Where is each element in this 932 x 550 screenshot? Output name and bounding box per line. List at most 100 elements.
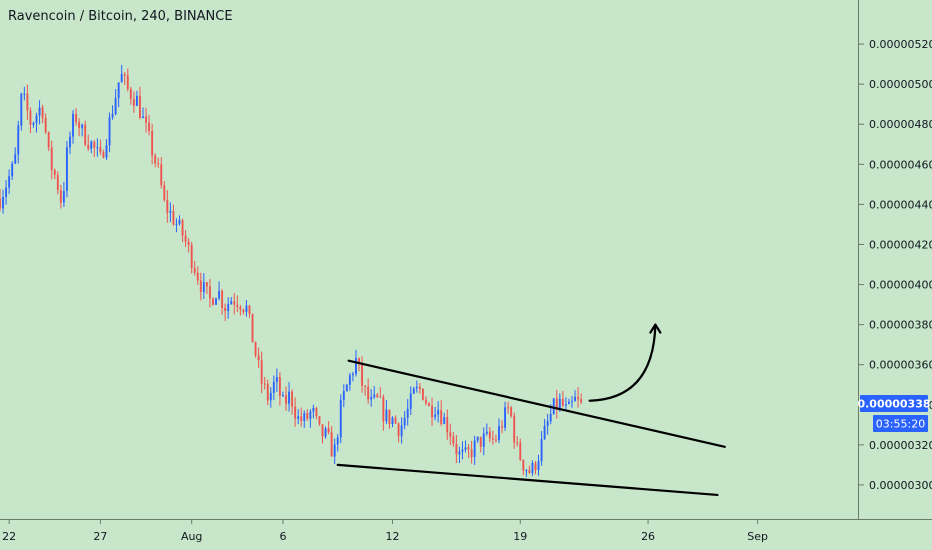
candle-body [303, 413, 306, 421]
countdown-value: 03:55:20 [876, 418, 925, 431]
time-tick-label: 22 [2, 530, 16, 543]
candle-body [190, 244, 193, 268]
candle-body [35, 115, 38, 124]
candle-body [324, 428, 327, 437]
price-tick-label: 0.00000520 [869, 38, 932, 51]
candle-body [199, 280, 202, 293]
price-tick-label: 0.00000300 [869, 479, 932, 492]
candles [0, 64, 583, 477]
candle-body [364, 385, 367, 387]
candle-body [485, 431, 488, 434]
candle-body [29, 110, 32, 125]
candle-body [181, 220, 184, 236]
candle-body [498, 426, 500, 441]
candle-body [193, 267, 196, 273]
candle-body [187, 241, 190, 245]
candle-body [38, 107, 41, 116]
candle-body [157, 163, 160, 165]
candle-body [169, 211, 172, 213]
time-axis[interactable]: 22 27 Aug 6 12 19 26 Sep [2, 519, 768, 543]
price-tick-label: 0.00000420 [869, 238, 932, 251]
candle-body [224, 307, 227, 312]
candle-body [339, 399, 342, 438]
candle-body [75, 113, 78, 123]
candle-body [120, 74, 123, 83]
candle-body [129, 88, 132, 100]
arrow-curve[interactable] [588, 323, 657, 402]
candle-body [248, 305, 251, 314]
candle-body [242, 309, 245, 312]
candle-body [126, 75, 129, 89]
candle-body [443, 417, 446, 424]
trendline[interactable] [347, 359, 726, 448]
candle-body [394, 417, 397, 424]
candle-body [491, 438, 494, 440]
candle-body [333, 444, 336, 457]
candle-body [425, 399, 427, 404]
price-tick-label: 0.00000400 [869, 279, 932, 292]
candle-body [388, 409, 391, 425]
candle-body [99, 147, 102, 153]
candle-body [418, 386, 421, 389]
candle-body [315, 408, 318, 417]
candle-body [2, 197, 4, 209]
candle-body [263, 383, 266, 385]
candle-body [467, 447, 470, 450]
candle-body [178, 220, 181, 224]
candle-body [81, 124, 84, 129]
candle-body [355, 358, 357, 375]
candle-body [449, 432, 452, 437]
candle-body [163, 185, 166, 200]
time-tick-label: 6 [279, 530, 286, 543]
candle-body [513, 415, 516, 443]
candle-body [373, 394, 376, 398]
current-price-tag [860, 395, 928, 412]
candle-body [275, 377, 278, 382]
candle-body [568, 401, 570, 405]
candle-body [205, 282, 208, 287]
candle-body [488, 431, 491, 439]
time-tick-label: Aug [181, 530, 202, 543]
candle-body [519, 442, 522, 460]
time-tick-label: 12 [385, 530, 399, 543]
candle-body [342, 391, 345, 400]
price-tick-label: 0.00000320 [869, 439, 932, 452]
candle-body [564, 404, 567, 406]
candle-body [531, 463, 534, 473]
candle-body [288, 391, 290, 404]
candle-body [452, 436, 455, 444]
candle-body [537, 460, 540, 470]
candle-body [105, 145, 108, 158]
candle-body [455, 443, 458, 455]
candle-body [446, 417, 449, 433]
candle-body [546, 421, 549, 426]
candle-body [400, 425, 403, 437]
candle-body [285, 395, 287, 404]
time-tick-label: 19 [513, 530, 527, 543]
candle-body [230, 301, 233, 305]
candle-body [239, 307, 242, 310]
candle-body [148, 122, 151, 132]
candle-body [431, 405, 433, 418]
candle-body [251, 313, 254, 343]
candle-body [175, 223, 178, 225]
candle-body [382, 397, 385, 422]
candle-body [132, 99, 135, 106]
candle-body [345, 384, 348, 392]
candle-body [507, 407, 510, 409]
candle-body [50, 147, 53, 171]
candle-body [482, 433, 485, 447]
candle-body [458, 451, 461, 455]
candle-body [434, 414, 437, 418]
trendline[interactable] [336, 463, 719, 497]
candle-body [297, 416, 300, 419]
candle-body [254, 342, 257, 356]
candle-body [151, 131, 154, 156]
candle-body [351, 374, 354, 376]
candle-body [245, 305, 248, 312]
candle-body [501, 426, 503, 428]
candle-body [397, 423, 400, 437]
candle-body [294, 406, 297, 419]
